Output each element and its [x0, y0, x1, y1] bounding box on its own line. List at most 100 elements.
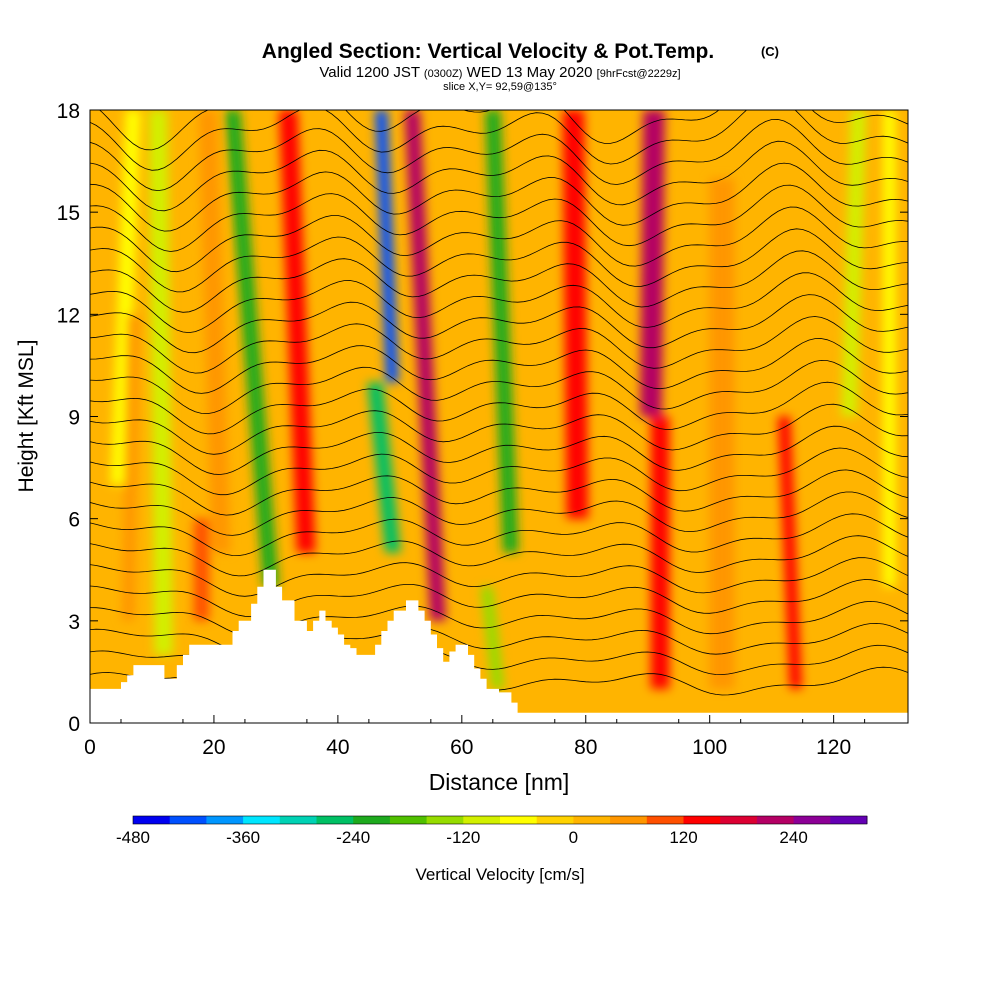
y-tick-label: 6	[68, 509, 80, 532]
colorbar-swatch	[793, 816, 831, 824]
colorbar: -480 -360 -240 -120 0 120 240	[116, 815, 868, 847]
velocity-band-10	[485, 110, 519, 553]
vertical-velocity-field	[110, 110, 896, 689]
isentrope-9	[90, 469, 908, 516]
velocity-band-11	[480, 586, 505, 689]
x-tick-label: 0	[84, 736, 96, 759]
velocity-band-15	[709, 178, 735, 689]
colorbar-tick-label: 0	[569, 828, 578, 847]
colorbar-swatch	[500, 816, 538, 824]
isentrope-13	[90, 381, 908, 435]
chart-title-units: (C)	[761, 44, 779, 59]
colorbar-tick-label: 120	[669, 828, 697, 847]
velocity-band-1	[122, 314, 140, 621]
colorbar-swatch	[133, 816, 171, 824]
x-tick-label: 40	[326, 736, 349, 759]
colorbar-swatch	[463, 816, 501, 824]
isentrope-21	[90, 206, 908, 273]
colorbar-tick-label: -240	[336, 828, 370, 847]
colorbar-tick-label: -480	[116, 828, 150, 847]
isentrope-6	[90, 535, 908, 577]
colorbar-swatch	[683, 816, 721, 824]
colorbar-label: Vertical Velocity [cm/s]	[415, 865, 584, 884]
velocity-band-14	[650, 416, 670, 689]
x-tick-label: 120	[816, 736, 851, 759]
x-tick-label: 20	[202, 736, 225, 759]
isentrope-10	[90, 447, 908, 496]
isentrope-5	[90, 557, 908, 597]
colorbar-swatch	[353, 816, 391, 824]
velocity-band-3	[193, 518, 210, 621]
colorbar-swatch	[610, 816, 648, 824]
colorbar-frame	[132, 815, 868, 825]
isentrope-24	[90, 140, 908, 212]
isentrope-23	[90, 162, 908, 232]
isentrope-14	[90, 359, 908, 415]
colorbar-swatch	[573, 816, 611, 824]
velocity-band-16	[777, 416, 802, 689]
isentrope-12	[90, 403, 908, 455]
x-tick-label: 60	[450, 736, 473, 759]
velocity-band-9	[404, 110, 446, 621]
y-tick-label: 9	[68, 407, 80, 430]
colorbar-swatch	[389, 816, 428, 824]
plot-area	[90, 110, 908, 723]
velocity-band-6	[279, 110, 316, 553]
isentrope-19	[90, 250, 908, 313]
colorbar-tick-label: 240	[779, 828, 807, 847]
velocity-band-18	[883, 110, 896, 587]
colorbar-swatch	[830, 816, 868, 824]
y-tick-label: 18	[57, 100, 80, 123]
colorbar-swatch	[426, 816, 464, 824]
valid-prefix: Valid 1200 JST	[319, 64, 419, 81]
y-axis-label: Height [Kft MSL]	[15, 340, 38, 493]
colorbar-swatch	[536, 816, 574, 824]
colorbar-swatch	[169, 816, 207, 824]
velocity-band-2	[148, 110, 173, 655]
velocity-band-13	[640, 110, 665, 417]
colorbar-swatch	[279, 816, 317, 824]
velocity-band-7	[367, 382, 401, 553]
terrain-mask	[90, 569, 908, 723]
velocity-band-8	[375, 110, 399, 383]
velocity-band-17	[841, 110, 867, 417]
potential-temperature-contours	[90, 110, 908, 698]
x-axis-label: Distance [nm]	[429, 769, 570, 795]
isentrope-22	[90, 184, 908, 252]
colorbar-swatch	[316, 816, 354, 824]
y-tick-label: 0	[68, 713, 80, 736]
isentrope-18	[90, 272, 908, 334]
velocity-band-4	[198, 110, 231, 553]
isentrope-3	[90, 600, 908, 638]
colorbar-swatch	[206, 816, 244, 824]
title-block: Angled Section: Vertical Velocity & Pot.…	[262, 40, 779, 93]
isentrope-20	[90, 228, 908, 293]
x-tick-label: 100	[692, 736, 727, 759]
valid-time-line: Valid 1200 JST (0300Z) WED 13 May 2020 […	[319, 64, 680, 81]
isentrope-16	[90, 316, 908, 374]
x-tick-label: 80	[574, 736, 597, 759]
isentrope-17	[90, 294, 908, 354]
colorbar-swatch	[243, 816, 281, 824]
x-axis: 0 20 40 60 80 100 120	[84, 715, 866, 759]
valid-zulu: (0300Z)	[424, 68, 463, 80]
valid-date: WED 13 May 2020	[467, 64, 593, 81]
colorbar-tick-label: -120	[446, 828, 480, 847]
isentrope-4	[90, 579, 908, 617]
forecast-info: [9hrFcst@2229z]	[597, 68, 681, 80]
isentrope-11	[90, 425, 908, 475]
isentrope-26	[90, 110, 908, 171]
y-axis: 0 3 6 9 12 15 18	[57, 100, 908, 736]
y-tick-label: 15	[57, 202, 80, 225]
isentrope-15	[90, 338, 908, 394]
colorbar-swatch	[646, 816, 684, 824]
velocity-band-0	[110, 110, 142, 485]
velocity-band-5	[224, 110, 279, 587]
colorbar-swatch	[720, 816, 758, 824]
y-tick-label: 12	[57, 304, 80, 327]
colorbar-tick-label: -360	[226, 828, 260, 847]
colorbar-swatch	[756, 816, 795, 824]
isentrope-7	[90, 513, 908, 557]
slice-info: slice X,Y= 92,59@135°	[443, 81, 557, 93]
